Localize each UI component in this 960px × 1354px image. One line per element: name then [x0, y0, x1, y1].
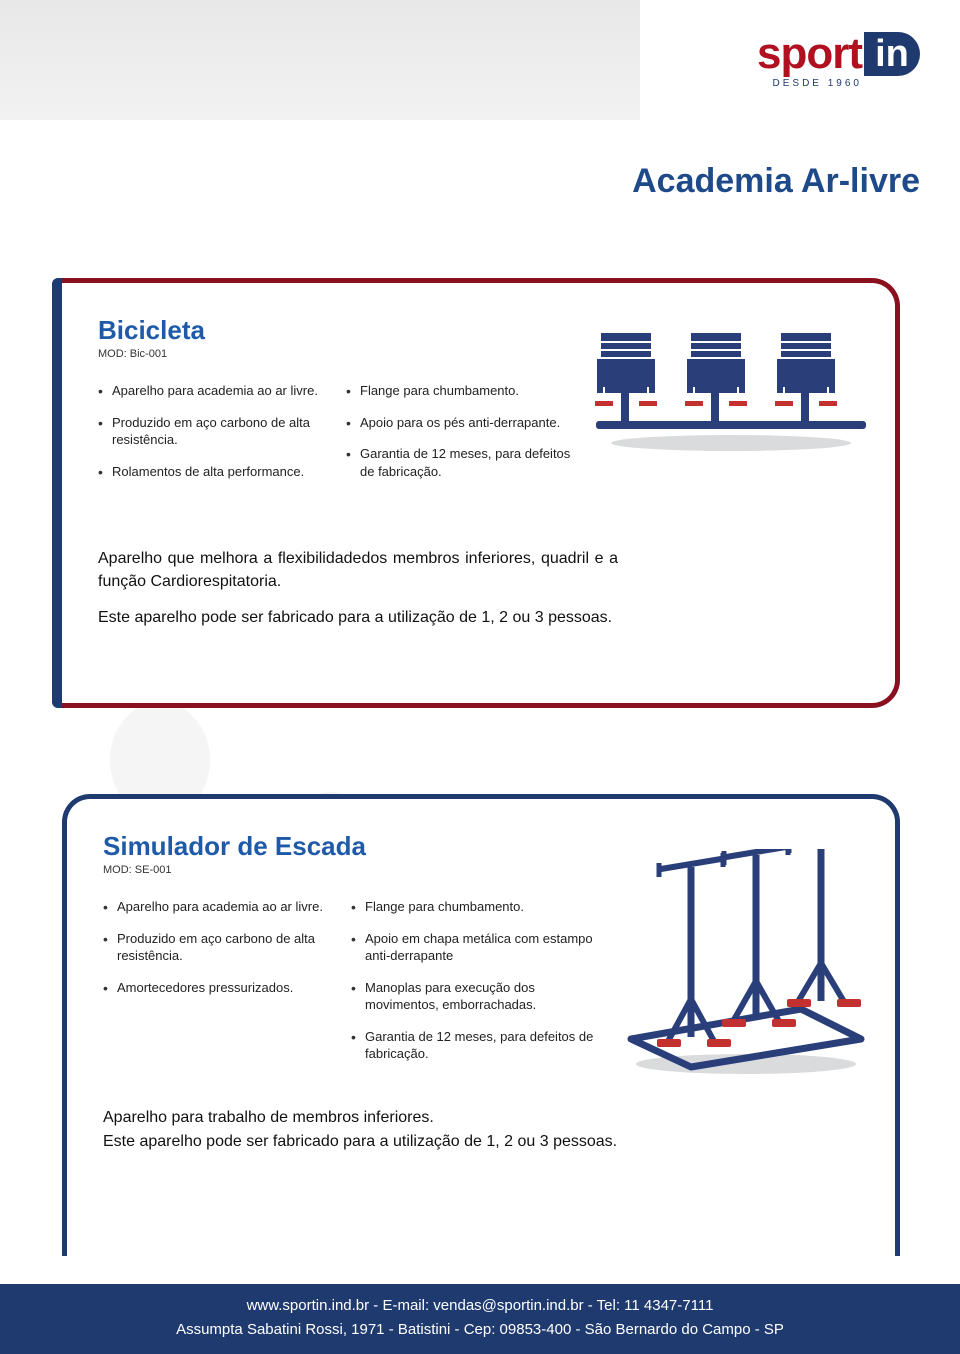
- footer-address: Assumpta Sabatini Rossi, 1971 - Batistin…: [20, 1318, 940, 1342]
- product-card-simulador-escada: Simulador de Escada MOD: SE-001 Aparelho…: [62, 794, 900, 1256]
- spec-item: Rolamentos de alta performance.: [98, 463, 328, 481]
- desc-line: Aparelho para trabalho de membros inferi…: [103, 1107, 643, 1129]
- spec-item: Garantia de 12 meses, para defeitos de f…: [346, 445, 576, 480]
- spec-col-left: Aparelho para academia ao ar livre. Prod…: [103, 898, 333, 1077]
- spec-item: Produzido em aço carbono de alta resistê…: [103, 930, 333, 965]
- product-description: Aparelho para trabalho de membros inferi…: [103, 1107, 643, 1154]
- spec-item: Aparelho para academia ao ar livre.: [98, 382, 328, 400]
- header-strip: [0, 0, 640, 120]
- spec-item: Manoplas para execução dos movimentos, e…: [351, 979, 601, 1014]
- desc-line: Este aparelho pode ser fabricado para a …: [98, 607, 618, 629]
- logo-tagline: DESDE 1960: [773, 78, 862, 89]
- footer-contact: www.sportin.ind.br - E-mail: vendas@spor…: [20, 1294, 940, 1318]
- spec-item: Apoio para os pés anti-derrapante.: [346, 414, 576, 432]
- page-footer: www.sportin.ind.br - E-mail: vendas@spor…: [0, 1284, 960, 1354]
- catalog-page: sport in DESDE 1960 Academia Ar-livre Bi…: [0, 0, 960, 1354]
- spec-item: Produzido em aço carbono de alta resistê…: [98, 414, 328, 449]
- spec-col-right: Flange para chumbamento. Apoio para os p…: [346, 382, 576, 494]
- product-image-bicicleta: [591, 303, 871, 453]
- spec-item: Apoio em chapa metálica com estampo anti…: [351, 930, 601, 965]
- spec-item: Flange para chumbamento.: [351, 898, 601, 916]
- spec-col-left: Aparelho para academia ao ar livre. Prod…: [98, 382, 328, 494]
- product-description: Aparelho que melhora a flexibilidadedos …: [98, 548, 618, 629]
- spec-item: Amortecedores pressurizados.: [103, 979, 333, 997]
- brand-logo: sport in DESDE 1960: [757, 32, 920, 89]
- logo-text-badge: in: [864, 32, 920, 76]
- spec-col-right: Flange para chumbamento. Apoio em chapa …: [351, 898, 601, 1077]
- desc-line: Aparelho que melhora a flexibilidadedos …: [98, 548, 618, 593]
- product-image-simulador: [621, 849, 871, 1079]
- spec-item: Garantia de 12 meses, para defeitos de f…: [351, 1028, 601, 1063]
- desc-line: Este aparelho pode ser fabricado para a …: [103, 1131, 643, 1153]
- page-title: Academia Ar-livre: [632, 162, 920, 201]
- logo-text-main: sport: [757, 32, 862, 76]
- product-card-bicicleta: Bicicleta MOD: Bic-001 Aparelho para aca…: [62, 278, 900, 708]
- spec-item: Aparelho para academia ao ar livre.: [103, 898, 333, 916]
- spec-item: Flange para chumbamento.: [346, 382, 576, 400]
